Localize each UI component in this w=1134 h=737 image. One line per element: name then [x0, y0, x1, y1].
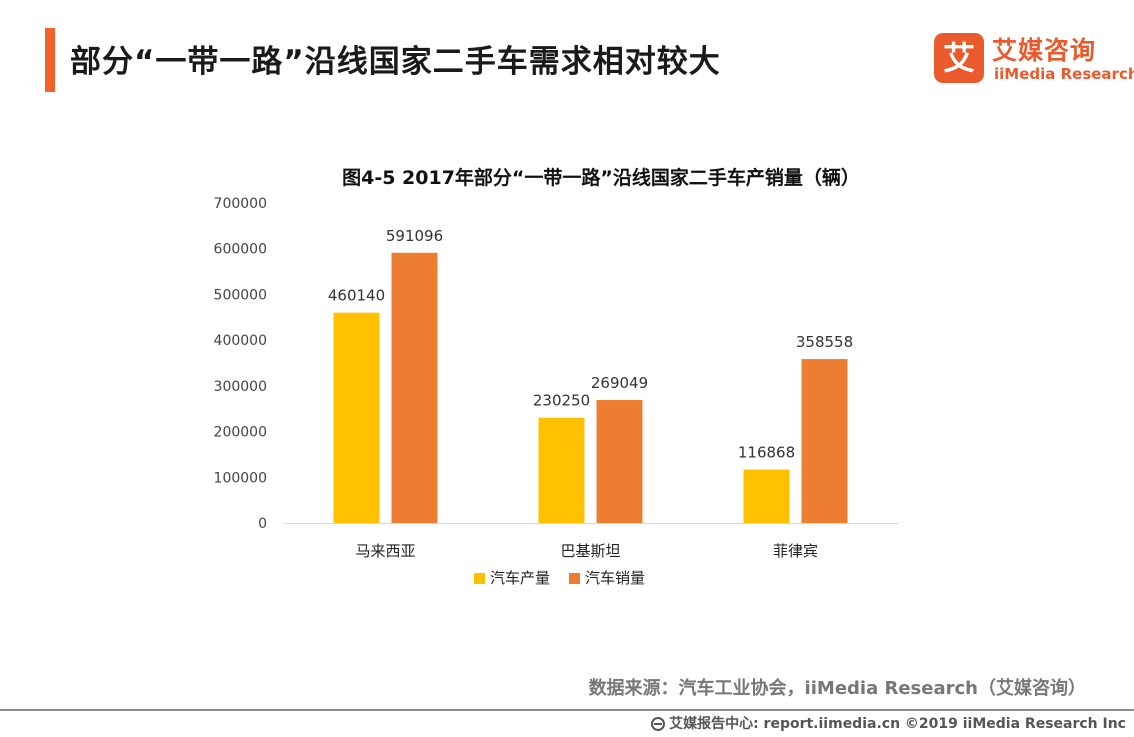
footer-text: 艾媒报告中心: report.iimedia.cn ©2019 iiMedia …	[669, 716, 1126, 732]
bar	[596, 400, 643, 523]
y-tick-label: 400000	[214, 333, 267, 349]
bar	[391, 252, 438, 524]
legend-swatch	[569, 573, 580, 584]
source-note: 数据来源：汽车工业协会，iiMedia Research（艾媒咨询）	[588, 678, 1086, 699]
data-label: 358558	[796, 333, 853, 351]
bar	[801, 359, 848, 523]
bar	[538, 417, 585, 523]
category-label: 巴基斯坦	[560, 542, 620, 560]
legend-label: 汽车销量	[585, 569, 645, 587]
y-tick-label: 500000	[214, 287, 267, 303]
bar	[743, 469, 790, 523]
chart-title: 图4-5 2017年部分“一带一路”沿线国家二手车产销量（辆）	[342, 166, 860, 189]
y-tick-label: 0	[258, 516, 267, 532]
y-tick-label: 100000	[214, 470, 267, 486]
category-label: 菲律宾	[773, 542, 818, 560]
title-accent-bar	[45, 28, 55, 92]
legend-label: 汽车产量	[490, 569, 550, 587]
page-title: 部分“一带一路”沿线国家二手车需求相对较大	[70, 44, 721, 80]
data-label: 591096	[386, 227, 443, 245]
category-label: 马来西亚	[355, 542, 415, 560]
y-tick-label: 300000	[214, 379, 267, 395]
logo-name-en: iiMedia Research	[994, 65, 1134, 83]
legend-swatch	[474, 573, 485, 584]
data-label: 460140	[328, 287, 385, 305]
bar	[333, 312, 380, 523]
logo-mark-icon: 艾	[934, 33, 984, 83]
y-tick-label: 600000	[214, 242, 267, 258]
data-label: 269049	[591, 374, 648, 392]
y-tick-label: 700000	[214, 196, 267, 212]
footer: 艾媒报告中心: report.iimedia.cn ©2019 iiMedia …	[651, 713, 1126, 733]
chart-legend: 汽车产量 汽车销量	[474, 569, 645, 587]
y-axis-ticks: 0 100000 200000 300000 400000 500000 600000 700…	[214, 196, 267, 532]
data-label: 230250	[533, 392, 590, 410]
data-label: 116868	[738, 444, 795, 462]
y-tick-label: 200000	[214, 425, 267, 441]
brand-logo: 艾 艾媒咨询 iiMedia Research	[934, 30, 1134, 86]
footer-divider	[0, 709, 1134, 711]
category-labels: 马来西亚 巴基斯坦 菲律宾	[355, 542, 818, 560]
globe-icon	[651, 717, 666, 731]
logo-name-cn: 艾媒咨询	[992, 36, 1097, 65]
